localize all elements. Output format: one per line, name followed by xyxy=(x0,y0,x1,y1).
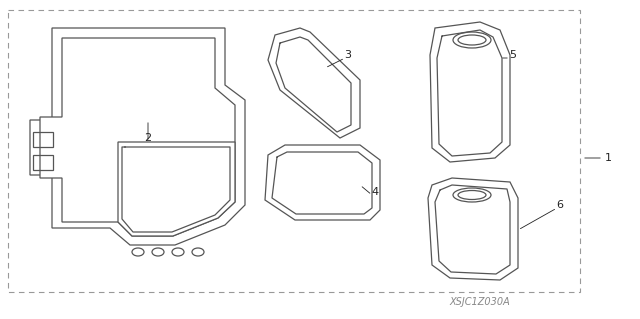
Bar xyxy=(8,10,580,292)
Text: 5: 5 xyxy=(509,50,516,60)
Polygon shape xyxy=(430,22,510,162)
Polygon shape xyxy=(265,145,380,220)
Polygon shape xyxy=(118,142,235,236)
Polygon shape xyxy=(268,28,360,138)
Bar xyxy=(33,132,53,147)
Text: 3: 3 xyxy=(344,50,351,60)
Text: 2: 2 xyxy=(145,133,152,143)
Bar xyxy=(33,155,53,170)
Text: 4: 4 xyxy=(371,187,379,197)
Polygon shape xyxy=(30,28,245,245)
Polygon shape xyxy=(40,38,235,236)
Text: 1: 1 xyxy=(605,153,611,163)
Polygon shape xyxy=(428,178,518,280)
Text: 6: 6 xyxy=(557,200,563,210)
Text: XSJC1Z030A: XSJC1Z030A xyxy=(450,297,510,307)
